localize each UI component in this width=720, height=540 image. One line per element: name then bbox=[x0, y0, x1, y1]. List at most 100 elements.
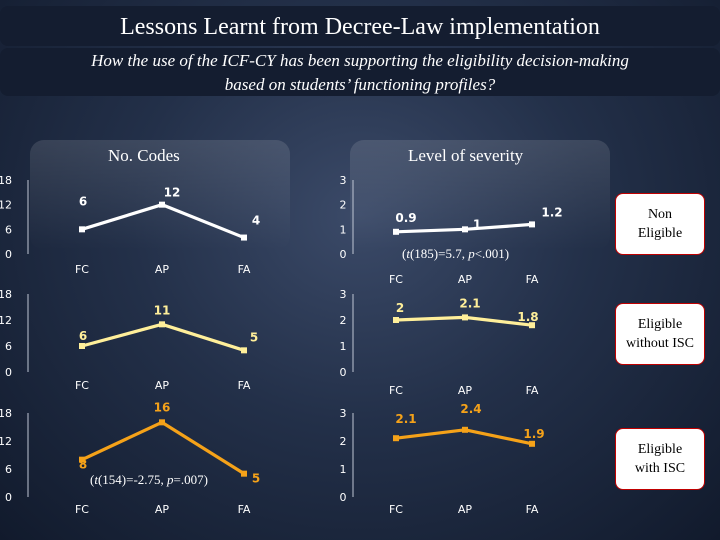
row-label-eligible-with-isc: Eligible with ISC bbox=[615, 428, 705, 490]
y-tick-label: 0 bbox=[340, 248, 347, 261]
row-label-line: Eligible bbox=[637, 317, 683, 332]
data-point bbox=[159, 419, 165, 426]
data-label: 1.9 bbox=[523, 427, 544, 441]
data-point bbox=[241, 470, 247, 477]
x-tick-label: FA bbox=[526, 384, 539, 397]
y-tick-label: 2 bbox=[340, 199, 347, 212]
series-line bbox=[81, 203, 245, 240]
y-tick-label: 0 bbox=[5, 491, 12, 504]
data-label: 6 bbox=[79, 194, 87, 208]
data-point bbox=[529, 440, 535, 447]
y-tick-label: 6 bbox=[5, 223, 12, 236]
y-tick-label: 2 bbox=[340, 314, 347, 327]
y-tick-label: 18 bbox=[0, 288, 12, 301]
data-label: 0.9 bbox=[395, 211, 416, 225]
data-label: 16 bbox=[154, 400, 171, 414]
y-tick-label: 3 bbox=[340, 288, 347, 301]
data-label: 1 bbox=[473, 217, 481, 231]
y-tick-label: 18 bbox=[0, 407, 12, 420]
x-tick-label: FC bbox=[75, 503, 89, 516]
row-label-line: without ISC bbox=[625, 336, 695, 351]
y-tick-label: 0 bbox=[340, 491, 347, 504]
data-point bbox=[529, 322, 535, 329]
y-tick-label: 1 bbox=[340, 463, 347, 476]
x-tick-label: FC bbox=[389, 503, 403, 516]
x-tick-label: AP bbox=[458, 503, 473, 516]
x-tick-label: FA bbox=[238, 503, 251, 516]
page-title: Lessons Learnt from Decree-Law implement… bbox=[120, 14, 600, 40]
data-label: 2.4 bbox=[460, 402, 481, 416]
data-label: 6 bbox=[79, 329, 87, 343]
y-tick-label: 6 bbox=[5, 340, 12, 353]
data-label: 11 bbox=[154, 303, 171, 317]
stat-annotation: (t(154)=-2.75, p=.007) bbox=[90, 472, 208, 487]
data-label: 1.8 bbox=[517, 310, 538, 324]
data-label: 5 bbox=[252, 472, 260, 486]
data-label: 12 bbox=[164, 186, 181, 200]
data-point bbox=[241, 234, 247, 241]
data-point bbox=[241, 347, 247, 354]
x-tick-label: FA bbox=[526, 503, 539, 516]
x-tick-label: FC bbox=[389, 273, 403, 286]
x-tick-label: FA bbox=[238, 379, 251, 392]
y-tick-label: 2 bbox=[340, 435, 347, 448]
y-tick-label: 18 bbox=[0, 174, 12, 187]
data-label: 2 bbox=[396, 301, 404, 315]
x-tick-label: FA bbox=[526, 273, 539, 286]
row-label-eligible-without-isc: Eligible without ISC bbox=[615, 303, 705, 365]
y-tick-label: 12 bbox=[0, 199, 12, 212]
data-point bbox=[79, 226, 85, 233]
y-tick-label: 0 bbox=[5, 366, 12, 379]
row-label-non-eligible: Non Eligible bbox=[615, 193, 705, 255]
row-label-line: Eligible bbox=[637, 442, 683, 457]
x-tick-label: FA bbox=[238, 263, 251, 276]
y-tick-label: 0 bbox=[5, 248, 12, 261]
subtitle-banner bbox=[0, 48, 720, 96]
y-tick-label: 3 bbox=[340, 407, 347, 420]
left-chart-heading: No. Codes bbox=[108, 146, 180, 165]
y-tick-label: 1 bbox=[340, 340, 347, 353]
row-label-line: with ISC bbox=[634, 461, 686, 476]
y-tick-label: 6 bbox=[5, 463, 12, 476]
x-tick-label: FC bbox=[389, 384, 403, 397]
y-tick-label: 1 bbox=[340, 223, 347, 236]
x-tick-label: FC bbox=[75, 263, 89, 276]
data-point bbox=[393, 435, 399, 442]
series-line bbox=[81, 322, 245, 352]
left-panel-highlight bbox=[30, 140, 290, 250]
x-tick-label: FC bbox=[75, 379, 89, 392]
data-point bbox=[159, 201, 165, 208]
row-label-line: Non bbox=[647, 207, 673, 222]
data-point bbox=[462, 226, 468, 233]
data-point bbox=[462, 426, 468, 433]
data-label: 8 bbox=[79, 458, 87, 472]
y-tick-label: 12 bbox=[0, 435, 12, 448]
page-subtitle-line-2: based on students’ functioning profiles? bbox=[224, 75, 496, 94]
stat-annotation: (t(185)=5.7, p<.001) bbox=[402, 246, 509, 261]
data-point bbox=[393, 317, 399, 323]
x-tick-label: AP bbox=[155, 503, 170, 516]
data-point bbox=[79, 343, 85, 349]
title-banner bbox=[0, 6, 720, 46]
data-label: 2.1 bbox=[459, 296, 480, 310]
y-tick-label: 12 bbox=[0, 314, 12, 327]
data-label: 4 bbox=[252, 214, 260, 228]
data-label: 2.1 bbox=[395, 412, 416, 426]
page-subtitle-line-1: How the use of the ICF-CY has been suppo… bbox=[91, 51, 629, 70]
row-label-line: Eligible bbox=[637, 226, 683, 241]
data-point bbox=[462, 314, 468, 321]
data-label: 1.2 bbox=[541, 205, 562, 219]
data-point bbox=[159, 321, 165, 328]
series-line bbox=[81, 420, 245, 476]
x-tick-label: AP bbox=[458, 273, 473, 286]
data-point bbox=[529, 221, 535, 228]
data-label: 5 bbox=[250, 330, 258, 344]
y-tick-label: 3 bbox=[340, 174, 347, 187]
x-tick-label: AP bbox=[155, 379, 170, 392]
data-point bbox=[79, 456, 85, 463]
right-chart-heading: Level of severity bbox=[408, 146, 524, 165]
y-tick-label: 0 bbox=[340, 366, 347, 379]
x-tick-label: AP bbox=[458, 384, 473, 397]
x-tick-label: AP bbox=[155, 263, 170, 276]
